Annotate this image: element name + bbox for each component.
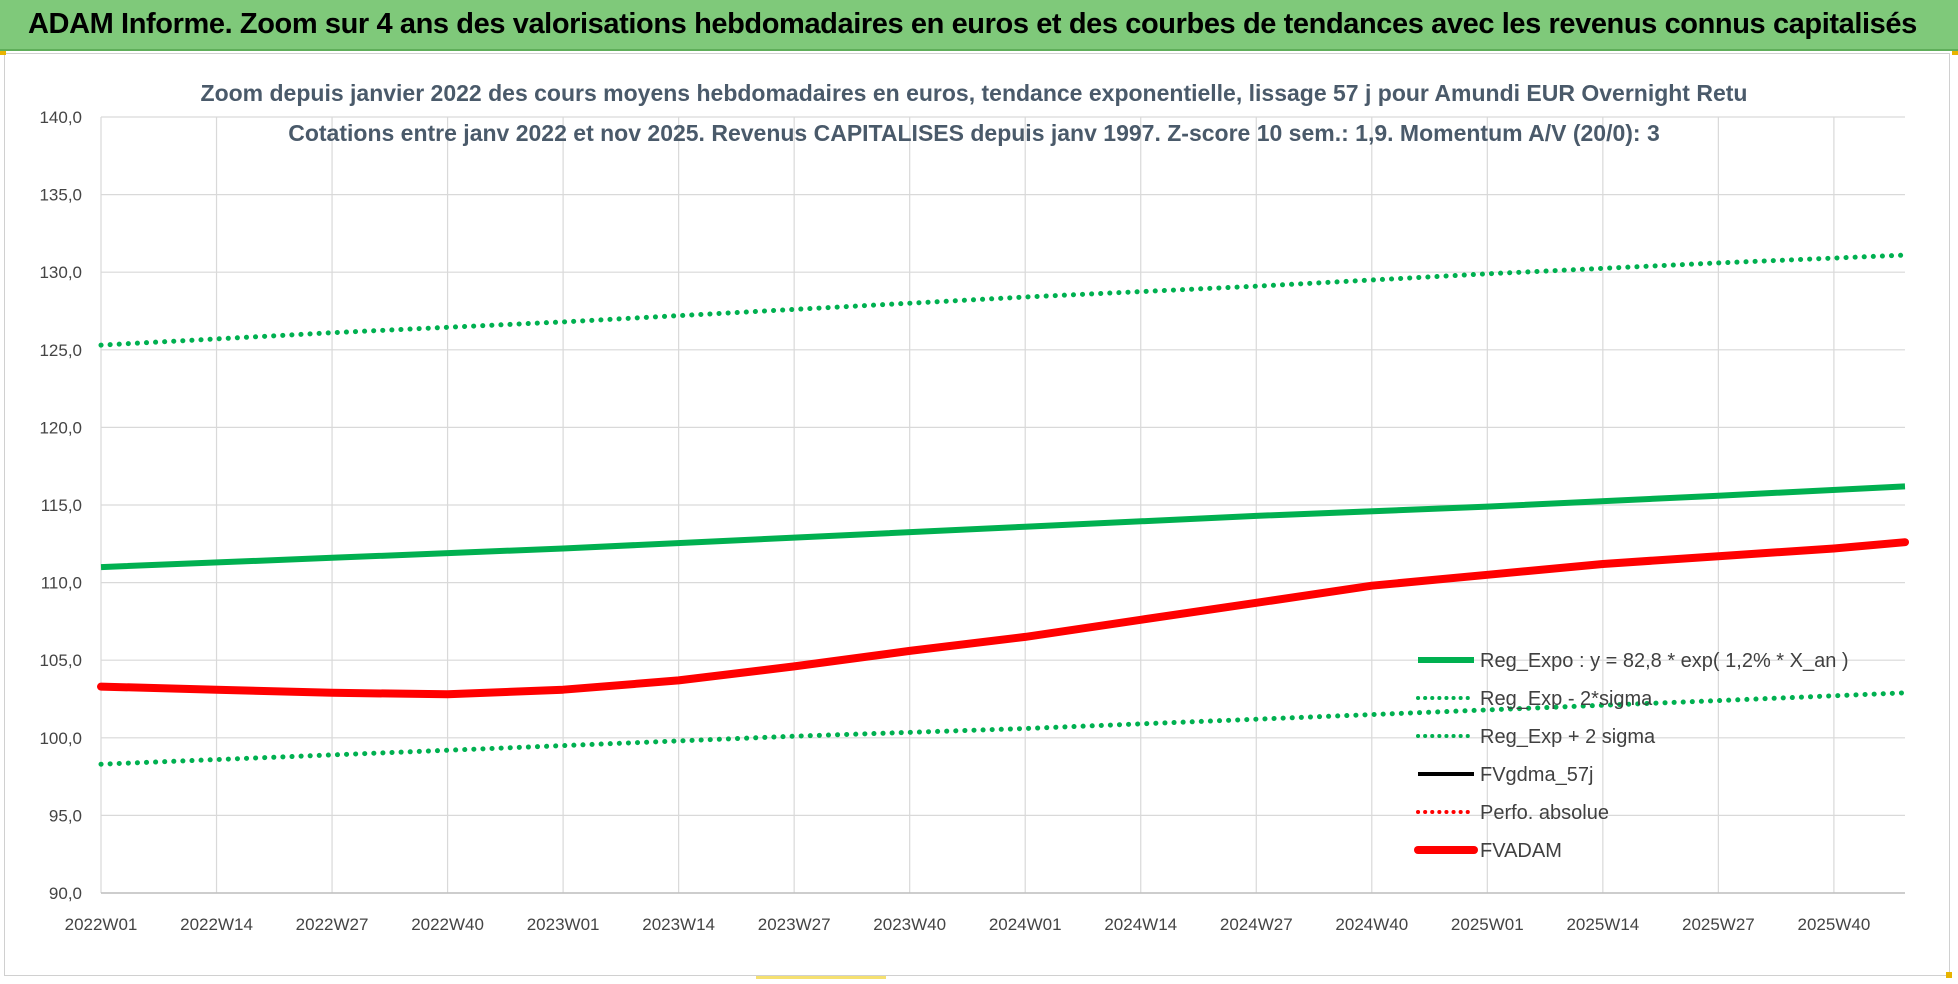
y-tick-label: 120,0 (39, 418, 82, 437)
legend-label: FVADAM (1480, 840, 1562, 862)
x-axis-ticks: 2022W01 2022W14 2022W27 2022W40 2023W01 2023W… (65, 915, 1871, 934)
x-tick-label: 2024W14 (1104, 915, 1177, 934)
y-axis-ticks: 90,0 95,0 100,0 105,0 110,0 115,0 120,0 125,0 13… (39, 108, 82, 903)
chart-title-line-1: Zoom depuis janvier 2022 des cours moyen… (201, 80, 1748, 106)
x-tick-label: 2025W14 (1566, 915, 1639, 934)
chart-title-line-2: Cotations entre janv 2022 et nov 2025. R… (288, 120, 1660, 146)
y-tick-label: 115,0 (41, 496, 82, 515)
x-tick-label: 2024W27 (1220, 915, 1293, 934)
report-banner: ADAM Informe. Zoom sur 4 ans des valoris… (0, 0, 1958, 51)
grid-lines (100, 116, 1905, 894)
legend-label: Perfo. absolue (1480, 802, 1609, 824)
legend-label: Reg_Expo : y = 82,8 * exp( 1,2% * X_an ) (1480, 650, 1849, 672)
chart-legend: Reg_Expo : y = 82,8 * exp( 1,2% * X_an )… (1414, 650, 1849, 862)
series-line-2 (98, 252, 1908, 348)
legend-label: FVgdma_57j (1480, 764, 1593, 786)
y-tick-label: 90,0 (49, 884, 82, 903)
series-line-5 (97, 538, 1909, 699)
frame-handle-bottom (756, 976, 886, 979)
chart-frame (4, 53, 1950, 976)
y-tick-label: 125,0 (39, 341, 82, 360)
legend-label: Reg_Exp - 2*sigma (1480, 688, 1653, 710)
frame-handle-top-right (1952, 51, 1958, 55)
series-line-0 (100, 483, 1906, 571)
x-tick-label: 2023W14 (642, 915, 715, 934)
x-tick-label: 2022W14 (180, 915, 253, 934)
y-tick-label: 105,0 (39, 651, 82, 670)
y-tick-label: 100,0 (39, 729, 82, 748)
x-tick-label: 2023W27 (758, 915, 831, 934)
y-tick-label: 140,0 (39, 108, 82, 127)
y-tick-label: 95,0 (49, 806, 82, 825)
legend-label: Reg_Exp + 2 sigma (1480, 726, 1656, 748)
x-tick-label: 2025W01 (1451, 915, 1524, 934)
x-tick-label: 2023W01 (527, 915, 600, 934)
y-tick-label: 135,0 (39, 186, 82, 205)
x-tick-label: 2025W40 (1798, 915, 1871, 934)
x-tick-label: 2022W40 (411, 915, 484, 934)
x-tick-label: 2024W40 (1335, 915, 1408, 934)
x-tick-label: 2025W27 (1682, 915, 1755, 934)
chart-title-block: Zoom depuis janvier 2022 des cours moyen… (201, 80, 1748, 146)
frame-handle-top-left (0, 51, 6, 55)
x-tick-label: 2022W27 (296, 915, 369, 934)
series-lines (97, 252, 1909, 767)
x-tick-label: 2024W01 (989, 915, 1062, 934)
series-line-1 (98, 690, 1908, 767)
y-tick-label: 110,0 (41, 574, 82, 593)
frame-handle-bottom-right (1946, 972, 1952, 978)
x-tick-label: 2022W01 (65, 915, 138, 934)
x-tick-label: 2023W40 (873, 915, 946, 934)
y-tick-label: 130,0 (39, 263, 82, 282)
banner-title: ADAM Informe. Zoom sur 4 ans des valoris… (28, 8, 1917, 40)
